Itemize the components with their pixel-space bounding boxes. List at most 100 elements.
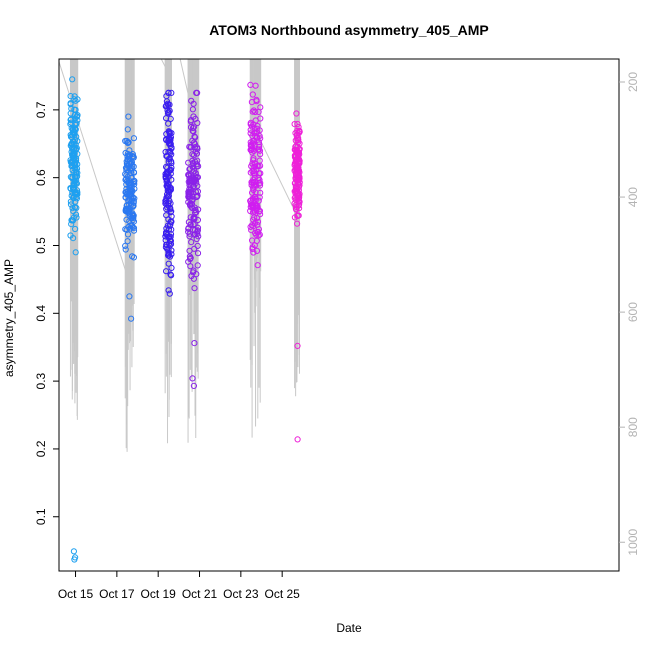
data-point [296, 198, 303, 205]
data-point [168, 208, 175, 215]
data-point [256, 194, 263, 201]
data-point [250, 140, 257, 147]
data-point [254, 229, 261, 236]
data-point-outlier [191, 340, 198, 347]
data-point [185, 228, 192, 235]
data-point [292, 153, 299, 160]
data-point [292, 157, 299, 165]
data-point [165, 89, 172, 97]
data-point [249, 195, 256, 202]
data-point [256, 182, 264, 189]
data-point [294, 220, 301, 227]
data-point [168, 145, 175, 152]
data-point [167, 237, 174, 245]
data-point [72, 249, 79, 256]
data-point-outlier [189, 375, 196, 382]
data-point [164, 184, 171, 191]
chart-title: ATOM3 Northbound asymmetry_405_AMP [209, 22, 489, 38]
data-point [293, 110, 300, 117]
data-point [194, 250, 202, 257]
data-point [130, 194, 137, 201]
data-point [251, 183, 258, 190]
data-point [296, 169, 303, 176]
data-point [249, 149, 256, 156]
connector-line [59, 60, 127, 273]
data-point [73, 113, 80, 121]
data-point [194, 262, 201, 269]
data-point [254, 162, 261, 170]
data-point-outlier [190, 382, 197, 389]
data-point [255, 108, 262, 116]
data-point [130, 202, 137, 209]
data-point [163, 268, 170, 275]
data-point [250, 147, 257, 154]
data-point [165, 260, 172, 267]
data-point [187, 144, 194, 151]
y-tick-label: 0.6 [34, 169, 48, 186]
data-point [168, 89, 175, 97]
data-point [164, 204, 171, 211]
data-point [125, 191, 132, 198]
data-point [168, 272, 175, 279]
data-point [292, 143, 299, 150]
data-point [296, 190, 303, 198]
data-point [70, 184, 78, 191]
x-tick-label: Oct 21 [182, 587, 218, 601]
data-point [293, 190, 300, 197]
data-point [74, 161, 81, 168]
data-point [69, 175, 76, 182]
data-point [295, 130, 302, 137]
data-point [165, 120, 172, 127]
data-point-outlier [294, 342, 301, 349]
data-point [164, 164, 171, 171]
data-point [168, 264, 175, 271]
data-point [192, 209, 199, 217]
data-point [191, 123, 198, 130]
data-point [165, 187, 172, 194]
plot-frame [58, 58, 620, 572]
data-point [295, 202, 302, 209]
data-point [247, 81, 254, 89]
data-point [124, 140, 132, 147]
data-point-outlier [126, 293, 133, 300]
data-point [166, 290, 173, 297]
data-point [70, 214, 78, 221]
data-point [128, 165, 135, 172]
data-point [168, 218, 175, 225]
data-point [193, 209, 200, 216]
data-point [163, 136, 170, 144]
data-point [67, 110, 74, 117]
secondary-y-tick-label: 1000 [626, 529, 640, 556]
data-point [252, 108, 259, 116]
data-point [294, 212, 301, 220]
data-point [130, 135, 137, 142]
data-point [194, 188, 201, 195]
data-point [163, 168, 171, 175]
data-point [68, 221, 75, 228]
data-point [122, 246, 129, 253]
secondary-y-tick-label: 200 [626, 72, 640, 92]
data-point [190, 152, 197, 159]
data-point [249, 108, 256, 115]
data-point [256, 132, 263, 140]
data-point [165, 108, 172, 116]
x-tick-label: Oct 19 [141, 587, 177, 601]
y-tick-label: 0.4 [34, 305, 48, 322]
data-point [163, 194, 170, 201]
data-point [191, 285, 198, 292]
data-point [190, 124, 197, 132]
data-point [192, 170, 199, 177]
data-point [186, 195, 193, 202]
y-tick-label: 0.1 [34, 508, 48, 525]
data-point [71, 126, 78, 133]
data-point-outlier [294, 436, 301, 443]
data-point [167, 233, 174, 240]
data-point [72, 162, 79, 169]
data-point [122, 176, 129, 183]
data-point [250, 121, 257, 128]
data-point [291, 121, 298, 128]
data-point [247, 223, 254, 230]
data-point [163, 98, 170, 105]
data-point [74, 191, 81, 198]
